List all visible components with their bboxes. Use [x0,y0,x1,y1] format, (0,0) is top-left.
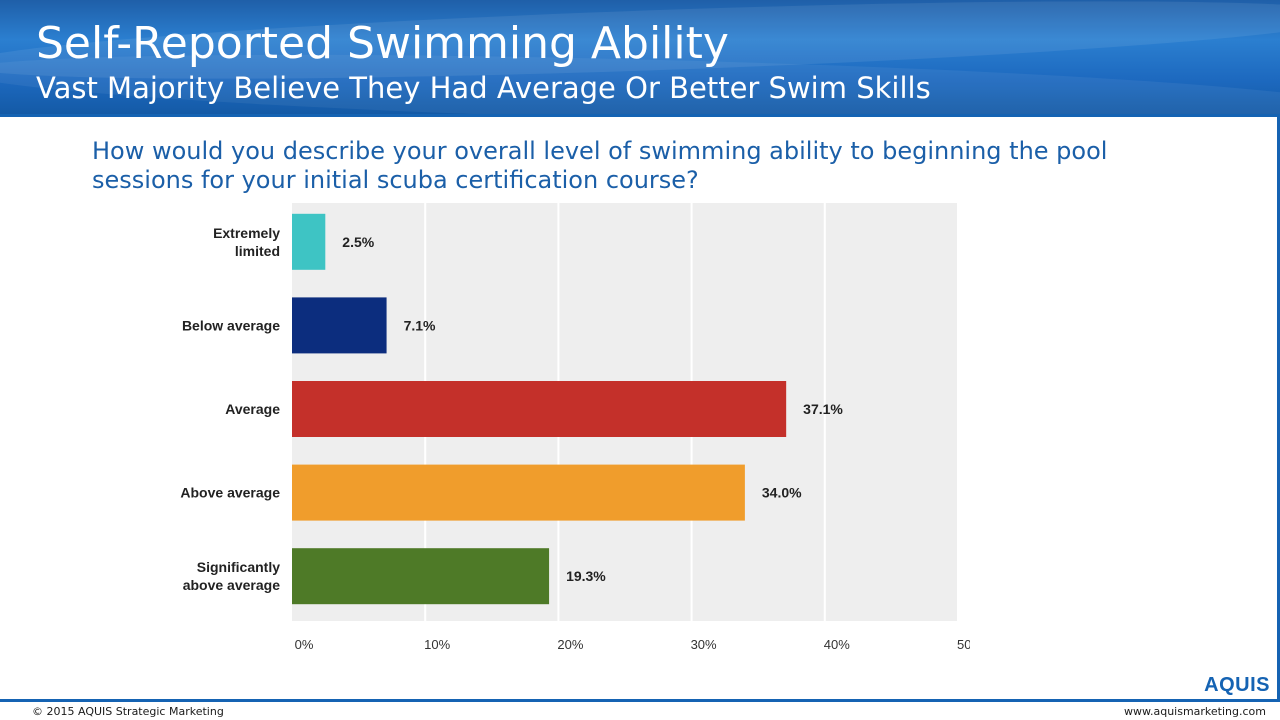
category-label: Extremely limited [213,225,280,259]
category-label: Above average [180,485,280,501]
header-divider [0,114,1280,117]
category-label: Average [225,401,280,417]
bar [292,464,745,521]
category-label: Below average [182,317,280,333]
x-tick-label: 20% [557,637,583,652]
x-tick-label: 30% [691,637,717,652]
footer-divider [0,699,1280,702]
data-label: 7.1% [404,317,436,333]
header-banner: Self-Reported Swimming Ability Vast Majo… [0,0,1280,114]
copyright-text: © 2015 AQUIS Strategic Marketing [32,705,224,718]
slide-subtitle: Vast Majority Believe They Had Average O… [36,71,931,105]
data-label: 2.5% [342,234,374,250]
data-label: 19.3% [566,568,606,584]
bar [292,381,787,437]
x-tick-label: 40% [824,637,850,652]
website-url: www.aquismarketing.com [1124,705,1266,718]
x-tick-label: 10% [424,637,450,652]
slide-border [1277,114,1280,702]
data-label: 37.1% [803,401,843,417]
category-label: Significantly above average [183,559,281,593]
survey-question: How would you describe your overall leve… [92,137,1108,194]
data-label: 34.0% [762,485,802,501]
bar [292,213,326,270]
x-tick-label: 50% [957,637,970,652]
bar [292,548,550,605]
aquis-logo: AQUIS [1204,674,1270,696]
bar [292,297,387,354]
slide-title: Self-Reported Swimming Ability [36,18,729,69]
x-tick-label: 0% [295,637,314,652]
